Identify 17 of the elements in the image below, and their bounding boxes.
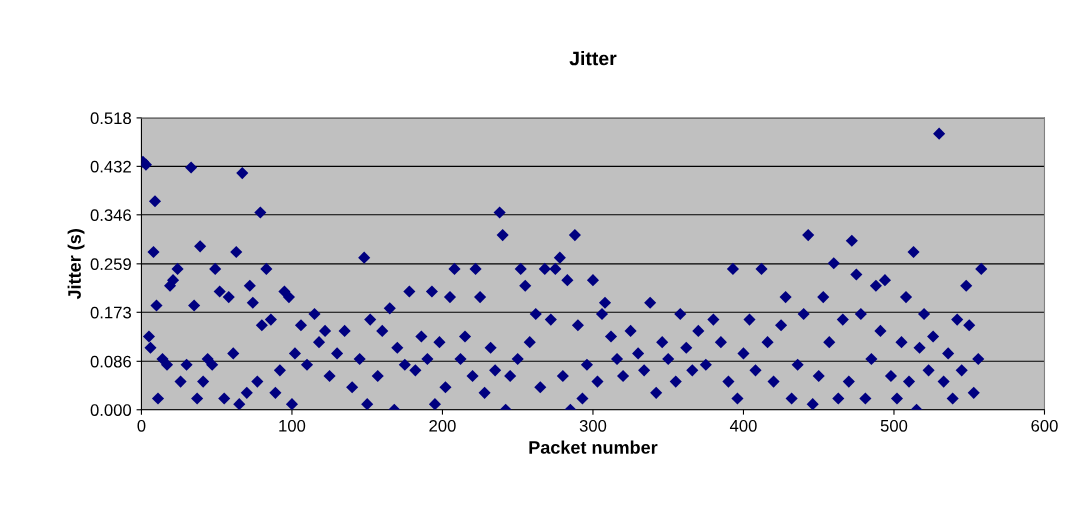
y-tick-label: 0.173: [90, 306, 131, 319]
x-tick-label: 100: [279, 419, 306, 432]
y-tick-label: 0.000: [90, 404, 132, 416]
x-tick-label: 300: [579, 419, 607, 432]
y-tick-label: 0.518: [90, 112, 131, 125]
x-tick-label: 200: [429, 419, 456, 432]
y-tick-label: 0.346: [90, 209, 131, 222]
y-axis-title: Jitter (s): [67, 229, 85, 300]
y-tick-label: 0.432: [90, 160, 131, 173]
chart-title: Jitter: [569, 51, 617, 66]
x-tick-label: 0: [137, 419, 146, 432]
x-tick-label: 600: [1031, 419, 1058, 432]
x-tick-label: 400: [729, 419, 757, 432]
y-tick-label: 0.086: [90, 355, 131, 368]
x-axis-title: Packet number: [529, 440, 658, 454]
y-tick-label: 0.259: [90, 258, 131, 271]
x-tick-label: 500: [880, 419, 908, 432]
